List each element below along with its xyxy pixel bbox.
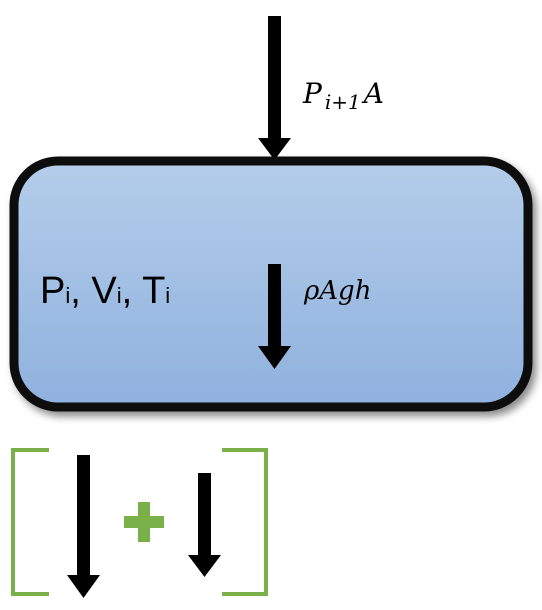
state-variables-label: Pi, Vi, Ti [40, 270, 170, 312]
state-t-subscript: i [165, 283, 170, 308]
weight-force-label: ρAgh [303, 276, 371, 306]
state-sep-2: , [122, 270, 142, 312]
top-force-arrow [258, 16, 291, 160]
top-force-symbol: P [302, 77, 323, 110]
right-bracket [222, 448, 268, 596]
top-force-subscript: i+1 [325, 90, 361, 114]
force-sum-bracket [11, 448, 268, 596]
plus-icon [124, 502, 164, 542]
left-bracket [11, 448, 49, 596]
state-t: T [142, 270, 165, 312]
top-force-suffix: A [361, 77, 384, 110]
sum-arrow-second [188, 473, 221, 577]
sum-arrow-first [67, 455, 100, 598]
state-sep-1: , [70, 270, 91, 312]
state-p-subscript: i [65, 283, 70, 308]
state-v-subscript: i [117, 283, 122, 308]
state-v: V [91, 270, 117, 312]
state-p: P [40, 270, 65, 312]
weight-force-arrow [258, 264, 291, 369]
